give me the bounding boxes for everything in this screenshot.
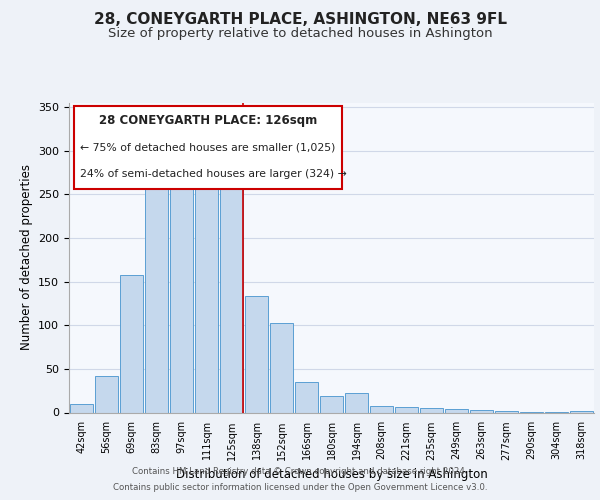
Bar <box>95 376 118 412</box>
Bar <box>470 410 493 412</box>
Text: 24% of semi-detached houses are larger (324) →: 24% of semi-detached houses are larger (… <box>79 169 346 179</box>
Text: 28, CONEYGARTH PLACE, ASHINGTON, NE63 9FL: 28, CONEYGARTH PLACE, ASHINGTON, NE63 9F… <box>94 12 506 28</box>
Bar <box>245 296 268 412</box>
Text: Contains public sector information licensed under the Open Government Licence v3: Contains public sector information licen… <box>113 484 487 492</box>
Bar <box>120 276 143 412</box>
Bar <box>220 187 243 412</box>
Bar <box>345 394 368 412</box>
Bar <box>270 322 293 412</box>
Bar <box>145 167 168 412</box>
Y-axis label: Number of detached properties: Number of detached properties <box>20 164 32 350</box>
Bar <box>370 406 393 412</box>
Text: 28 CONEYGARTH PLACE: 126sqm: 28 CONEYGARTH PLACE: 126sqm <box>99 114 317 127</box>
X-axis label: Distribution of detached houses by size in Ashington: Distribution of detached houses by size … <box>176 468 487 481</box>
Bar <box>70 404 93 412</box>
Bar <box>445 409 468 412</box>
Bar <box>170 166 193 412</box>
Bar <box>420 408 443 412</box>
Bar <box>295 382 318 412</box>
Bar <box>495 411 518 412</box>
Text: Size of property relative to detached houses in Ashington: Size of property relative to detached ho… <box>107 28 493 40</box>
FancyBboxPatch shape <box>74 106 342 190</box>
Text: ← 75% of detached houses are smaller (1,025): ← 75% of detached houses are smaller (1,… <box>79 142 335 152</box>
Bar <box>570 411 593 412</box>
Bar <box>395 408 418 412</box>
Bar <box>195 164 218 412</box>
Bar <box>320 396 343 412</box>
Text: Contains HM Land Registry data © Crown copyright and database right 2024.: Contains HM Land Registry data © Crown c… <box>132 467 468 476</box>
